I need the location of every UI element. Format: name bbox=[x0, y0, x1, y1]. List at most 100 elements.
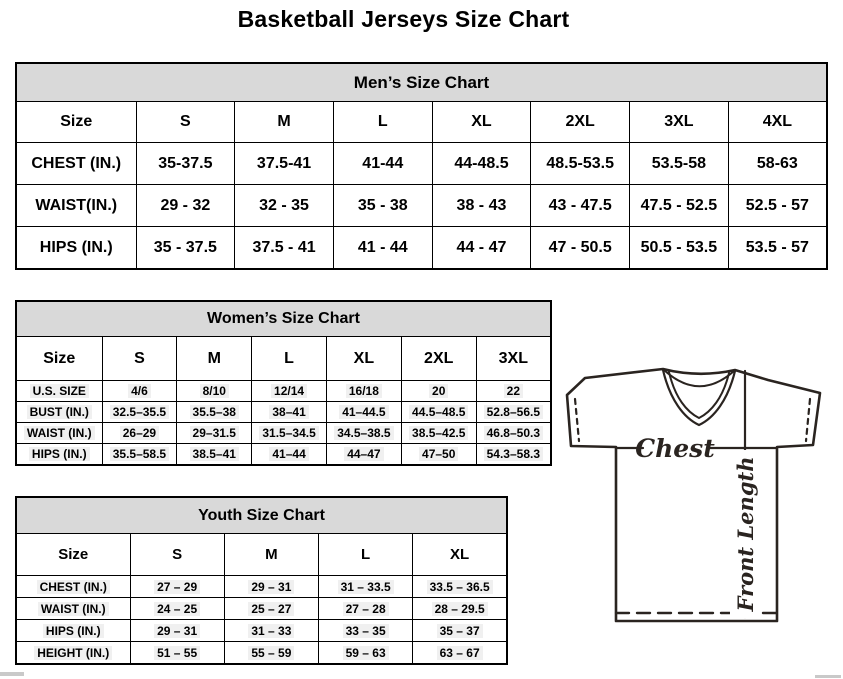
value-cell: 53.5-58 bbox=[629, 142, 729, 185]
size-cell: M bbox=[234, 101, 334, 143]
value-cell: 63 – 67 bbox=[412, 641, 508, 665]
mens-size-table: Men’s Size Chart Size S M L XL 2XL 3XL 4… bbox=[15, 62, 828, 270]
size-cell: L bbox=[317, 533, 414, 576]
collar-band-line bbox=[663, 369, 735, 388]
value-cell: 29–31.5 bbox=[176, 422, 253, 444]
value-cell: 29 - 32 bbox=[135, 184, 236, 227]
row-label: U.S. SIZE bbox=[15, 380, 103, 402]
value-cell: 50.5 - 53.5 bbox=[629, 226, 729, 270]
value-cell: 29 – 31 bbox=[129, 619, 225, 642]
value-cell: 24 – 25 bbox=[129, 597, 225, 620]
value-cell: 22 bbox=[475, 380, 552, 402]
value-cell: 29 – 31 bbox=[223, 575, 320, 598]
womens-size-table: Women’s Size Chart Size S M L XL 2XL 3XL… bbox=[15, 300, 552, 466]
value-cell: 33 – 35 bbox=[317, 619, 414, 642]
mens-table-title: Men’s Size Chart bbox=[15, 62, 828, 102]
value-cell: 28 – 29.5 bbox=[412, 597, 508, 620]
value-cell: 27 – 29 bbox=[129, 575, 225, 598]
value-cell: 53.5 - 57 bbox=[727, 226, 828, 270]
value-cell: 44–47 bbox=[325, 443, 402, 466]
size-cell: 4XL bbox=[727, 101, 828, 143]
value-cell: 41–44.5 bbox=[325, 401, 402, 423]
value-cell: 47.5 - 52.5 bbox=[629, 184, 729, 227]
value-cell: 44 - 47 bbox=[431, 226, 532, 270]
front-length-label-backing bbox=[730, 450, 758, 618]
value-cell: 31.5–34.5 bbox=[251, 422, 327, 444]
size-cell: M bbox=[223, 533, 320, 576]
value-cell: 26–29 bbox=[101, 422, 178, 444]
value-cell: 59 – 63 bbox=[317, 641, 414, 665]
youth-size-table: Youth Size Chart Size S M L XL CHEST (IN… bbox=[15, 496, 508, 665]
value-cell: 4/6 bbox=[101, 380, 178, 402]
size-cell: XL bbox=[412, 533, 508, 576]
size-cell: M bbox=[176, 336, 253, 381]
value-cell: 38 - 43 bbox=[431, 184, 532, 227]
scrollbar-fragment-right[interactable] bbox=[815, 675, 841, 678]
size-cell: L bbox=[332, 101, 433, 143]
value-cell: 44-48.5 bbox=[431, 142, 532, 185]
row-label: HIPS (IN.) bbox=[15, 619, 131, 642]
chest-label: Chest bbox=[635, 434, 715, 463]
row-label: HIPS (IN.) bbox=[15, 226, 137, 270]
left-cuff-dashed-line bbox=[573, 397, 581, 443]
value-cell: 35 - 37.5 bbox=[135, 226, 236, 270]
value-cell: 52.5 - 57 bbox=[727, 184, 828, 227]
value-cell: 37.5 - 41 bbox=[234, 226, 334, 270]
front-length-label: Front Length bbox=[733, 457, 758, 613]
value-cell: 33.5 – 36.5 bbox=[412, 575, 508, 598]
value-cell: 20 bbox=[400, 380, 477, 402]
size-cell: S bbox=[101, 336, 178, 381]
size-cell: XL bbox=[325, 336, 402, 381]
value-cell: 44.5–48.5 bbox=[400, 401, 477, 423]
size-cell: 3XL bbox=[475, 336, 552, 381]
value-cell: 58-63 bbox=[727, 142, 828, 185]
row-label: WAIST (IN.) bbox=[15, 422, 103, 444]
value-cell: 41–44 bbox=[251, 443, 327, 466]
youth-table-title: Youth Size Chart bbox=[15, 496, 508, 534]
value-cell: 41-44 bbox=[332, 142, 433, 185]
value-cell: 12/14 bbox=[251, 380, 327, 402]
value-cell: 35 – 37 bbox=[412, 619, 508, 642]
page-title: Basketball Jerseys Size Chart bbox=[237, 6, 570, 32]
value-cell: 47–50 bbox=[400, 443, 477, 466]
value-cell: 38–41 bbox=[251, 401, 327, 423]
size-header-label: Size bbox=[15, 336, 103, 381]
value-cell: 46.8–50.3 bbox=[475, 422, 552, 444]
value-cell: 35-37.5 bbox=[135, 142, 236, 185]
womens-table-title: Women’s Size Chart bbox=[15, 300, 552, 337]
value-cell: 34.5–38.5 bbox=[325, 422, 402, 444]
size-cell: 2XL bbox=[400, 336, 477, 381]
jersey-outline-shape bbox=[565, 367, 822, 623]
size-cell: XL bbox=[431, 101, 532, 143]
value-cell: 35 - 38 bbox=[332, 184, 433, 227]
size-header-label: Size bbox=[15, 101, 137, 143]
value-cell: 54.3–58.3 bbox=[475, 443, 552, 466]
value-cell: 25 – 27 bbox=[223, 597, 320, 620]
value-cell: 32 - 35 bbox=[234, 184, 334, 227]
value-cell: 48.5-53.5 bbox=[530, 142, 631, 185]
jersey-measurement-diagram: Chest Front Length bbox=[565, 367, 822, 623]
right-cuff-dashed-line bbox=[804, 397, 812, 443]
size-cell: L bbox=[251, 336, 327, 381]
size-cell: 2XL bbox=[530, 101, 631, 143]
vneck-inner-line bbox=[668, 371, 730, 419]
value-cell: 55 – 59 bbox=[223, 641, 320, 665]
value-cell: 31 – 33 bbox=[223, 619, 320, 642]
row-label: CHEST (IN.) bbox=[15, 142, 137, 185]
value-cell: 51 – 55 bbox=[129, 641, 225, 665]
size-cell: S bbox=[135, 101, 236, 143]
value-cell: 38.5–41 bbox=[176, 443, 253, 466]
row-label: WAIST (IN.) bbox=[15, 597, 131, 620]
scrollbar-fragment-left[interactable] bbox=[0, 672, 24, 676]
row-label: WAIST(IN.) bbox=[15, 184, 137, 227]
value-cell: 38.5–42.5 bbox=[400, 422, 477, 444]
value-cell: 37.5-41 bbox=[234, 142, 334, 185]
row-label: HIPS (IN.) bbox=[15, 443, 103, 466]
value-cell: 31 – 33.5 bbox=[317, 575, 414, 598]
value-cell: 27 – 28 bbox=[317, 597, 414, 620]
row-label: BUST (IN.) bbox=[15, 401, 103, 423]
value-cell: 43 - 47.5 bbox=[530, 184, 631, 227]
value-cell: 16/18 bbox=[325, 380, 402, 402]
value-cell: 35.5–58.5 bbox=[101, 443, 178, 466]
value-cell: 41 - 44 bbox=[332, 226, 433, 270]
